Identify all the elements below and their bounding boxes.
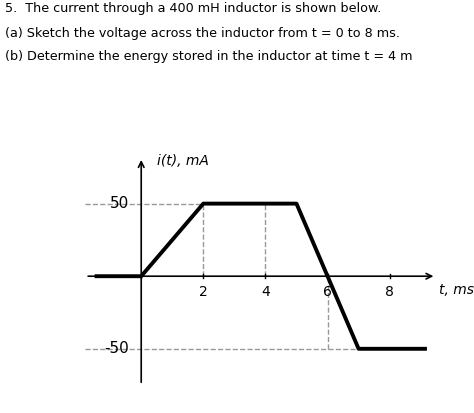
Text: (a) Sketch the voltage across the inductor from t = 0 to 8 ms.: (a) Sketch the voltage across the induct… [5, 27, 400, 40]
Text: t, ms: t, ms [439, 283, 474, 297]
Text: 8: 8 [385, 285, 394, 299]
Text: 2: 2 [199, 285, 208, 299]
Text: 50: 50 [109, 196, 129, 211]
Text: (b) Determine the energy stored in the inductor at time t = 4 m: (b) Determine the energy stored in the i… [5, 50, 412, 62]
Text: i(t), mA: i(t), mA [157, 154, 209, 168]
Text: 5.  The current through a 400 mH inductor is shown below.: 5. The current through a 400 mH inductor… [5, 2, 381, 15]
Text: 6: 6 [323, 285, 332, 299]
Text: 4: 4 [261, 285, 270, 299]
Text: -50: -50 [104, 341, 129, 356]
